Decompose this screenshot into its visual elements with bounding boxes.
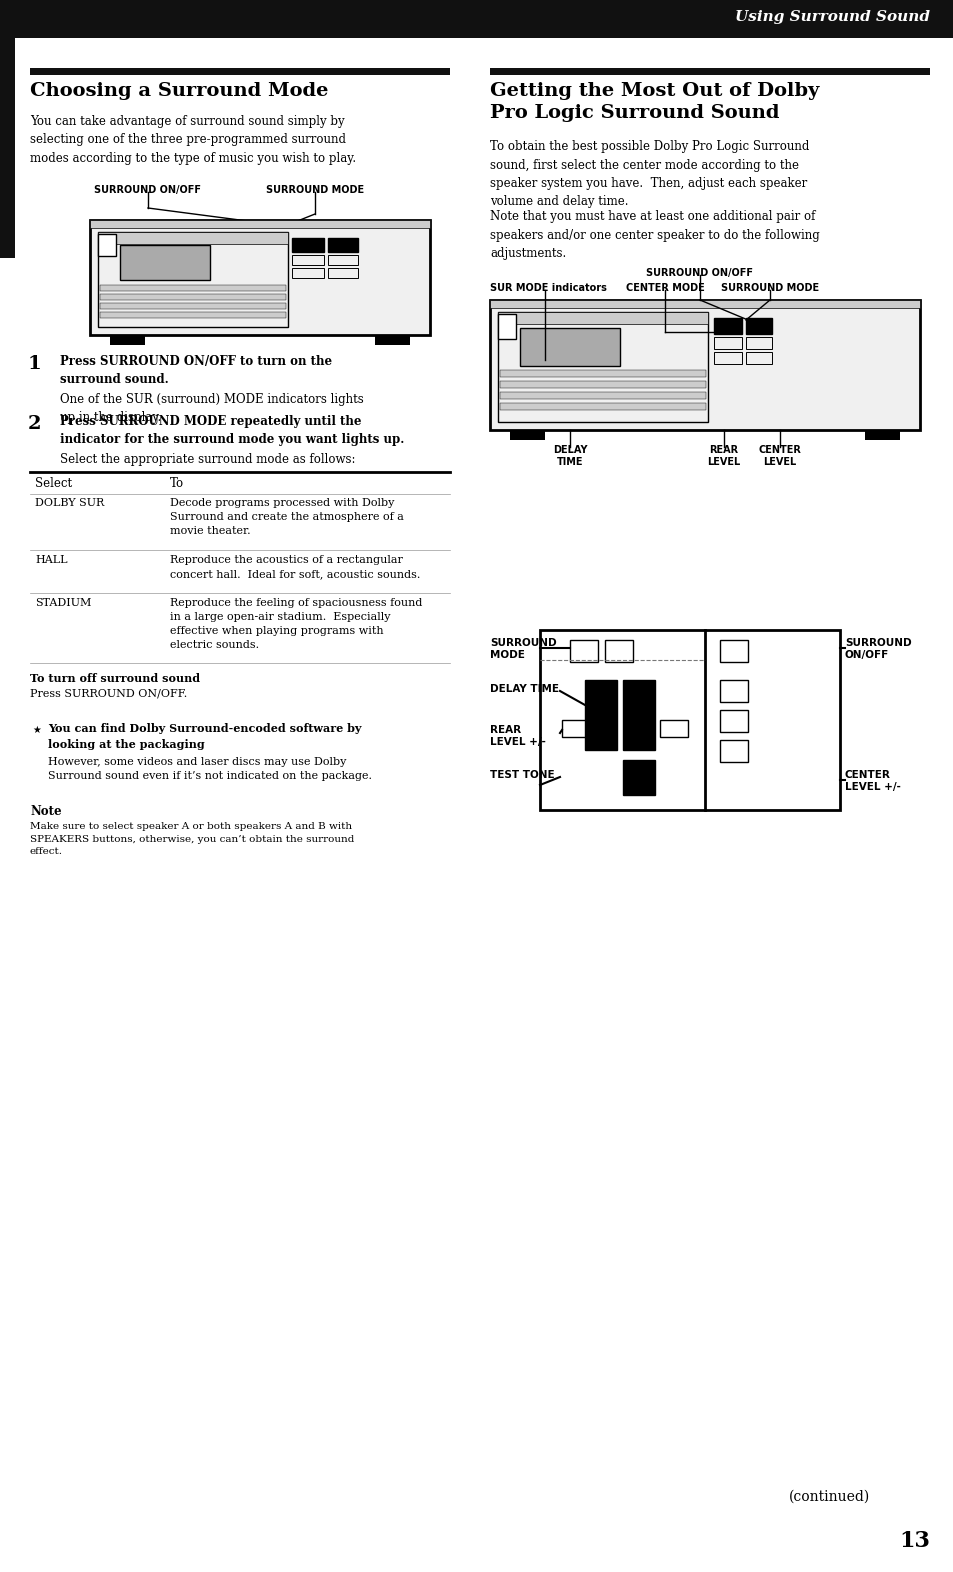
Text: Note: Note xyxy=(30,805,62,817)
Text: Select: Select xyxy=(35,476,72,490)
Bar xyxy=(497,311,707,324)
Bar xyxy=(98,233,288,327)
Bar xyxy=(100,285,286,291)
Text: Using Surround Sound: Using Surround Sound xyxy=(734,9,929,24)
Text: Decode programs processed with Dolby
Surround and create the atmosphere of a
mov: Decode programs processed with Dolby Sur… xyxy=(170,498,403,536)
Bar xyxy=(713,336,741,349)
Bar xyxy=(584,681,617,750)
Text: Pro Logic Surround Sound: Pro Logic Surround Sound xyxy=(490,104,779,123)
Text: Press SURROUND MODE repeatedly until the
indicator for the surround mode you wan: Press SURROUND MODE repeatedly until the… xyxy=(60,415,404,446)
Text: One of the SUR (surround) MODE indicators lights
up in the display.: One of the SUR (surround) MODE indicator… xyxy=(60,393,363,424)
Bar xyxy=(499,402,705,410)
Bar xyxy=(490,68,929,75)
Text: SURROUND
MODE: SURROUND MODE xyxy=(490,638,556,660)
Text: TEST TONE: TEST TONE xyxy=(490,770,554,780)
Text: Make sure to select speaker A or both speakers A and B with
SPEAKERS buttons, ot: Make sure to select speaker A or both sp… xyxy=(30,822,354,857)
Text: Choosing a Surround Mode: Choosing a Surround Mode xyxy=(30,82,328,101)
Bar xyxy=(622,759,655,795)
Text: ★: ★ xyxy=(32,725,41,736)
Bar xyxy=(499,391,705,399)
Bar xyxy=(539,630,840,810)
Bar xyxy=(490,300,919,431)
Text: SURROUND MODE: SURROUND MODE xyxy=(720,283,819,292)
Bar xyxy=(510,431,544,440)
Bar xyxy=(561,720,589,737)
Text: SURROUND ON/OFF: SURROUND ON/OFF xyxy=(646,267,753,278)
Bar xyxy=(499,380,705,388)
Bar xyxy=(745,352,771,365)
Text: HALL: HALL xyxy=(35,555,68,564)
Bar xyxy=(745,336,771,349)
Bar xyxy=(720,711,747,733)
Bar xyxy=(720,740,747,762)
Bar xyxy=(0,38,15,258)
Bar xyxy=(292,237,324,252)
Text: CENTER
LEVEL +/-: CENTER LEVEL +/- xyxy=(844,770,900,792)
Bar xyxy=(100,311,286,318)
Bar xyxy=(490,300,919,308)
Text: Press SURROUND ON/OFF.: Press SURROUND ON/OFF. xyxy=(30,689,187,700)
Text: Reproduce the acoustics of a rectangular
concert hall.  Ideal for soft, acoustic: Reproduce the acoustics of a rectangular… xyxy=(170,555,420,578)
Text: 13: 13 xyxy=(898,1530,929,1552)
Bar xyxy=(713,352,741,365)
Text: To obtain the best possible Dolby Pro Logic Surround
sound, first select the cen: To obtain the best possible Dolby Pro Lo… xyxy=(490,140,808,209)
Bar xyxy=(98,233,288,244)
Text: 1: 1 xyxy=(28,355,42,373)
Bar xyxy=(90,220,430,335)
Text: (continued): (continued) xyxy=(788,1490,869,1504)
Text: REAR
LEVEL +/-: REAR LEVEL +/- xyxy=(490,725,545,747)
Bar xyxy=(110,335,145,344)
Bar xyxy=(604,640,633,662)
Bar xyxy=(292,255,324,266)
Text: Press SURROUND ON/OFF to turn on the
surround sound.: Press SURROUND ON/OFF to turn on the sur… xyxy=(60,355,332,387)
Text: SURROUND
ON/OFF: SURROUND ON/OFF xyxy=(844,638,911,660)
Text: DELAY TIME: DELAY TIME xyxy=(490,684,558,693)
Bar xyxy=(713,318,741,333)
Text: Getting the Most Out of Dolby: Getting the Most Out of Dolby xyxy=(490,82,819,101)
Bar xyxy=(499,369,705,377)
Bar xyxy=(328,237,357,252)
Text: CENTER
LEVEL: CENTER LEVEL xyxy=(758,445,801,467)
Bar xyxy=(622,681,655,750)
Bar xyxy=(328,267,357,278)
Bar xyxy=(98,234,116,256)
Bar xyxy=(519,329,619,366)
Text: To turn off surround sound: To turn off surround sound xyxy=(30,673,200,684)
Bar xyxy=(569,640,598,662)
Bar xyxy=(100,303,286,310)
Bar xyxy=(720,681,747,703)
Text: Note that you must have at least one additional pair of
speakers and/or one cent: Note that you must have at least one add… xyxy=(490,211,819,259)
Text: DOLBY SUR: DOLBY SUR xyxy=(35,498,104,508)
Bar xyxy=(659,720,687,737)
Bar xyxy=(90,220,430,228)
Text: To: To xyxy=(170,476,184,490)
Text: STADIUM: STADIUM xyxy=(35,597,91,608)
Bar xyxy=(292,267,324,278)
Text: You can take advantage of surround sound simply by
selecting one of the three pr: You can take advantage of surround sound… xyxy=(30,115,355,165)
Text: However, some videos and laser discs may use Dolby
Surround sound even if it’s n: However, some videos and laser discs may… xyxy=(48,758,372,781)
Text: Select the appropriate surround mode as follows:: Select the appropriate surround mode as … xyxy=(60,453,355,465)
Bar xyxy=(328,255,357,266)
Bar xyxy=(497,311,707,421)
Text: SURROUND MODE: SURROUND MODE xyxy=(266,185,364,195)
Bar xyxy=(375,335,410,344)
Bar xyxy=(497,314,516,340)
Bar xyxy=(720,640,747,662)
Text: SURROUND ON/OFF: SURROUND ON/OFF xyxy=(94,185,201,195)
Text: 2: 2 xyxy=(28,415,42,432)
Bar xyxy=(864,431,899,440)
Text: REAR
LEVEL: REAR LEVEL xyxy=(706,445,740,467)
Text: You can find Dolby Surround-encoded software by
looking at the packaging: You can find Dolby Surround-encoded soft… xyxy=(48,723,361,750)
Text: SUR MODE indicators: SUR MODE indicators xyxy=(490,283,606,292)
Bar xyxy=(100,294,286,300)
Bar xyxy=(120,245,210,280)
Bar xyxy=(745,318,771,333)
Bar xyxy=(0,0,953,38)
Bar xyxy=(30,68,450,75)
Text: DELAY
TIME: DELAY TIME xyxy=(552,445,587,467)
Text: Reproduce the feeling of spaciousness found
in a large open-air stadium.  Especi: Reproduce the feeling of spaciousness fo… xyxy=(170,597,422,649)
Text: CENTER MODE: CENTER MODE xyxy=(625,283,703,292)
